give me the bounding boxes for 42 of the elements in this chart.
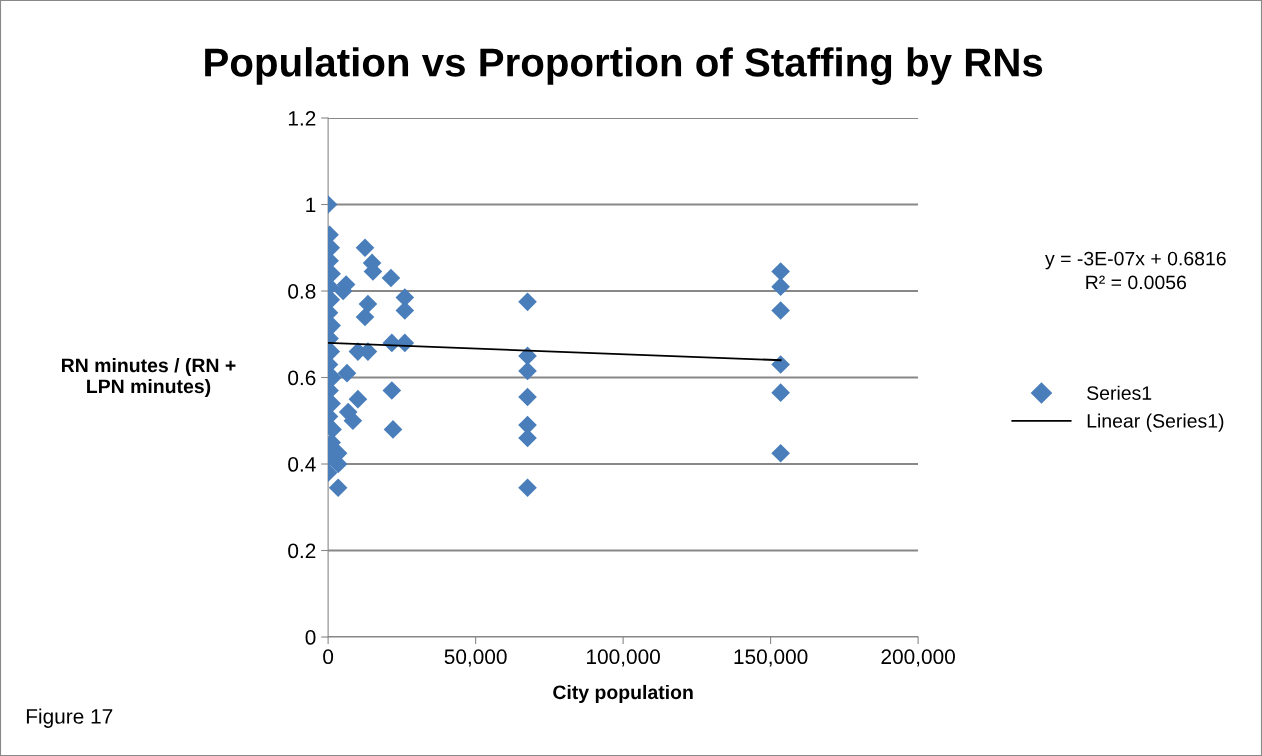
x-tick-label: 50,000	[444, 649, 507, 667]
point	[358, 294, 378, 314]
point	[348, 389, 368, 409]
point	[771, 301, 790, 320]
point	[518, 387, 537, 407]
point	[771, 383, 790, 402]
point	[381, 268, 401, 288]
y-tick-label: 0.4	[288, 457, 316, 472]
y-tick-label: 0.2	[288, 543, 316, 559]
x-tick-label: 200,000	[881, 649, 955, 667]
y-tick-label: 1.2	[288, 111, 316, 126]
point	[382, 381, 402, 400]
point	[383, 420, 403, 439]
point	[518, 292, 537, 312]
point	[518, 361, 537, 381]
x-tick-label: 100,000	[587, 649, 660, 667]
legend-label: Series1	[1087, 385, 1152, 400]
point	[518, 478, 537, 498]
point	[518, 428, 537, 448]
y-tick-label: 0.8	[288, 284, 316, 299]
point	[771, 262, 790, 281]
point	[355, 238, 375, 258]
chart-title: Population vs Proportion of Staffing by RNs	[205, 47, 1043, 85]
point	[395, 288, 415, 307]
y-tick-label: 1	[306, 197, 316, 213]
text: y = -3E-07x + 0.6816 R² = 0.0056	[1045, 251, 1226, 290]
point	[771, 277, 790, 296]
point	[355, 307, 375, 327]
point	[395, 301, 415, 320]
point	[771, 443, 790, 463]
y-tick-label: 0.6	[288, 370, 316, 386]
x-tick-label: 150,000	[734, 649, 808, 667]
legend-label: Linear (Series1)	[1087, 413, 1224, 432]
y-tick-label: 0	[305, 630, 316, 645]
point	[771, 355, 790, 374]
x-tick-label: 0	[323, 649, 334, 665]
caption: Figure 17	[26, 708, 113, 728]
point	[343, 411, 363, 431]
point	[328, 478, 348, 498]
x-axis-title: City population	[553, 684, 693, 704]
point	[337, 363, 357, 383]
y-axis-title: RN minutes / (RN + LPN minutes)	[61, 357, 236, 398]
